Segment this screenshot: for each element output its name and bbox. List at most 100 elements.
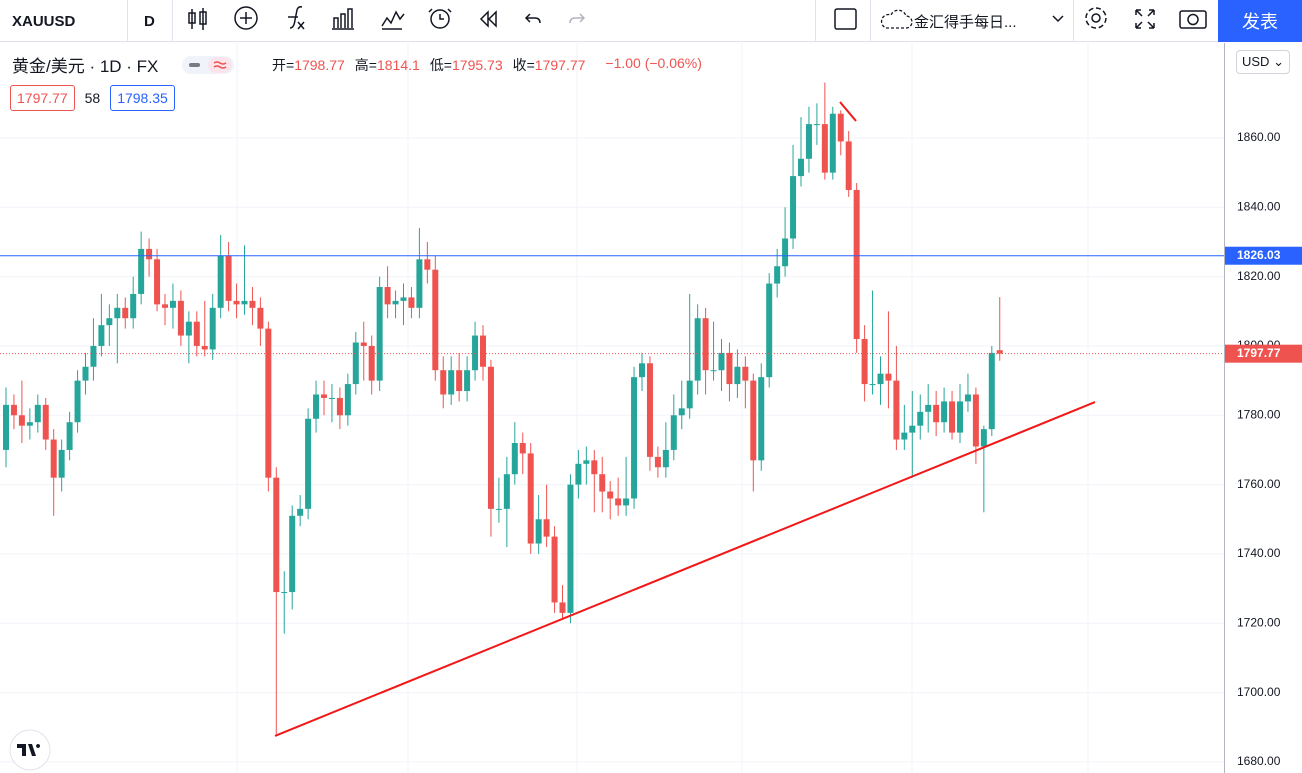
candle-body xyxy=(662,449,669,468)
candle-body xyxy=(241,300,248,305)
rect-icon[interactable] xyxy=(833,0,859,42)
candle-body xyxy=(845,141,852,190)
legend: 黄金/美元 · 1D · FX xyxy=(12,52,235,77)
candle-body xyxy=(726,352,733,385)
separator xyxy=(815,0,816,42)
y-tick-label: 1760.00 xyxy=(1237,477,1281,491)
candle-body xyxy=(448,370,455,395)
cloud-icon xyxy=(880,9,913,29)
candle-body xyxy=(559,602,566,613)
candle-body xyxy=(885,373,892,381)
candle-body xyxy=(813,124,820,126)
candle-body xyxy=(273,477,280,593)
candle-body xyxy=(10,404,17,416)
candle-body xyxy=(281,592,288,594)
y-tick-label: 1860.00 xyxy=(1237,130,1281,144)
candle-body xyxy=(130,293,137,319)
candle-body xyxy=(964,394,971,402)
ohlc-group: 开=1798.77 高=1814.1 低=1795.73 收=1797.77 xyxy=(272,55,595,75)
ohlc-key: 收= xyxy=(512,57,535,73)
candle-body xyxy=(34,404,41,423)
last-price-label: 1797.77 xyxy=(1237,346,1281,360)
candle-body xyxy=(487,366,494,509)
drawing-stroke xyxy=(839,101,857,122)
dropdown[interactable] xyxy=(1050,0,1066,42)
candle-body xyxy=(90,345,97,367)
candle-body xyxy=(909,425,916,433)
candle-body xyxy=(535,519,542,544)
candle-body xyxy=(416,259,423,308)
candle-body xyxy=(925,404,932,412)
candle-body xyxy=(3,404,9,450)
ohlc-value: 1795.73 xyxy=(452,57,503,73)
candle-body xyxy=(567,484,574,613)
candle-body xyxy=(122,307,129,319)
candle-body xyxy=(758,377,765,461)
candle-body xyxy=(607,491,614,499)
candle-body xyxy=(138,248,145,294)
price-axis xyxy=(1224,43,1302,773)
undo-redo[interactable] xyxy=(520,0,590,42)
candle-body xyxy=(98,325,105,346)
publish-button[interactable]: 发表 xyxy=(1218,0,1302,42)
candle-body xyxy=(42,404,49,440)
candle-body xyxy=(933,404,940,423)
candle-body xyxy=(368,345,375,381)
candle-body xyxy=(869,384,876,386)
candle-body xyxy=(686,380,693,409)
candle-body xyxy=(146,248,153,260)
y-tick-label: 1720.00 xyxy=(1237,615,1281,629)
legend-title: 黄金/美元 · 1D · FX xyxy=(12,57,159,76)
candle-body xyxy=(575,463,582,485)
candle-body xyxy=(154,259,161,305)
candle-body xyxy=(957,401,963,433)
candle-body xyxy=(702,318,709,371)
candle-body xyxy=(734,366,741,385)
symbol[interactable]: XAUUSD xyxy=(12,12,76,30)
candle-body xyxy=(26,422,33,426)
y-tick-label: 1700.00 xyxy=(1237,685,1281,699)
candle-body xyxy=(360,342,367,346)
candle-body xyxy=(941,401,948,423)
interval[interactable]: D xyxy=(144,12,155,30)
candle-body xyxy=(901,432,908,440)
candle-body xyxy=(996,350,1003,354)
right-icons[interactable] xyxy=(1083,0,1213,42)
legend-toggles[interactable] xyxy=(182,54,235,76)
candle-body xyxy=(313,394,320,419)
candle-body xyxy=(917,411,924,426)
candle-body xyxy=(233,300,240,305)
candle-body xyxy=(742,366,749,381)
candle-body xyxy=(766,283,773,378)
candle-body xyxy=(352,342,359,385)
candle-body xyxy=(185,321,192,336)
candle-body xyxy=(209,307,216,350)
currency-select[interactable]: USD ⌄ xyxy=(1236,50,1290,74)
candle-body xyxy=(328,397,335,399)
candle-body xyxy=(798,158,804,177)
y-tick-label: 1680.00 xyxy=(1237,754,1281,768)
candle-body xyxy=(623,498,630,506)
candle-body xyxy=(265,328,272,478)
trendline xyxy=(274,401,1096,737)
ohlc-item: 低=1795.73 xyxy=(430,57,503,73)
layout-name[interactable]: 金汇得手每日... xyxy=(914,13,1017,31)
ohlc-value: 1814.1 xyxy=(376,57,420,73)
candle-body xyxy=(464,370,471,392)
candle-body xyxy=(972,394,979,447)
candle-body xyxy=(694,318,701,381)
candle-body xyxy=(344,384,351,416)
candle-body xyxy=(472,335,479,371)
candle-body xyxy=(654,456,661,468)
candle-body xyxy=(527,453,534,544)
y-tick-label: 1840.00 xyxy=(1237,199,1281,213)
tool-icons[interactable] xyxy=(186,0,526,42)
candle-body xyxy=(551,536,558,603)
candle-body xyxy=(169,300,176,308)
candle-body xyxy=(18,415,25,426)
ohlc-key: 低= xyxy=(429,57,452,73)
candle-body xyxy=(893,380,900,440)
ohlc-key: 开= xyxy=(272,57,295,73)
candle-body xyxy=(424,259,431,270)
